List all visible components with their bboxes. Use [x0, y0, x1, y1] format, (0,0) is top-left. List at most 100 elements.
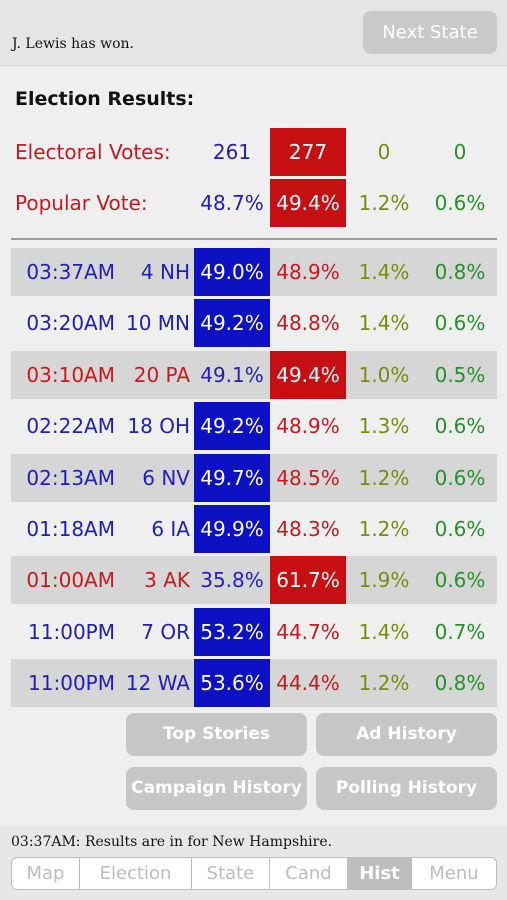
history-state-abbr: NH	[160, 260, 190, 284]
history-red-pct: 44.4%	[276, 671, 340, 695]
log-message: 03:37AM: Results are in for New Hampshir…	[11, 834, 333, 850]
history-fourth-pct: 0.6%	[434, 568, 486, 592]
history-third-pct: 1.4%	[358, 620, 410, 644]
history-state-abbr: AK	[163, 568, 190, 592]
history-electoral-votes: 4	[140, 260, 154, 284]
popular-blue-value: 48.7%	[200, 191, 264, 215]
history-red-pct: 48.9%	[276, 260, 340, 284]
history-time: 01:00AM	[26, 568, 115, 592]
electoral-votes-label: Electoral Votes:	[15, 140, 171, 164]
history-blue-pct: 49.2%	[194, 299, 270, 347]
history-state: 7 OR	[118, 608, 190, 656]
history-red-pct: 48.9%	[276, 414, 340, 438]
campaign-history-button[interactable]: Campaign History	[126, 767, 307, 810]
history-electoral-votes: 20	[133, 363, 160, 387]
history-fourth-pct: 0.5%	[434, 363, 486, 387]
history-state-abbr: NV	[161, 466, 190, 490]
history-fourth-pct: 0.6%	[434, 414, 486, 438]
history-fourth-pct: 0.7%	[434, 620, 486, 644]
history-fourth-pct: 0.6%	[434, 466, 486, 490]
popular-fourth-value: 0.6%	[434, 191, 486, 215]
history-fourth-pct: 0.8%	[434, 671, 486, 695]
history-blue-pct: 49.1%	[200, 363, 264, 387]
results-divider	[11, 238, 497, 240]
history-state: 6 NV	[118, 454, 190, 502]
history-third-pct: 1.9%	[358, 568, 410, 592]
electoral-blue-value: 261	[212, 140, 252, 164]
history-third-pct: 1.2%	[358, 517, 410, 541]
history-third-pct: 1.4%	[358, 260, 410, 284]
history-state-abbr: WA	[157, 671, 190, 695]
top-stories-button[interactable]: Top Stories	[126, 713, 307, 756]
history-fourth-pct: 0.8%	[434, 260, 486, 284]
history-electoral-votes: 3	[144, 568, 157, 592]
electoral-third-value: 0	[377, 140, 391, 164]
history-electoral-votes: 6	[142, 466, 155, 490]
history-state-abbr: MN	[157, 311, 190, 335]
history-time: 11:00PM	[28, 671, 115, 695]
history-state: 10 MN	[118, 299, 190, 347]
tab-menu[interactable]: Menu	[429, 863, 479, 884]
polling-history-button[interactable]: Polling History	[316, 767, 497, 810]
tab-state[interactable]: State	[192, 858, 270, 889]
history-time: 02:22AM	[26, 414, 115, 438]
history-state: 4 NH	[118, 248, 190, 296]
history-row	[11, 556, 497, 604]
history-state-abbr: IA	[170, 517, 190, 541]
history-state-abbr: OH	[159, 414, 190, 438]
results-title: Election Results:	[15, 88, 195, 110]
popular-red-value: 49.4%	[270, 179, 346, 227]
history-state: 20 PA	[118, 351, 190, 399]
next-state-button[interactable]: Next State	[363, 11, 497, 54]
tab-bar: Map Election State Cand Hist Menu	[11, 857, 497, 890]
history-red-pct: 61.7%	[270, 556, 346, 604]
tab-map[interactable]: Map	[12, 858, 80, 889]
history-blue-pct: 53.6%	[194, 659, 270, 707]
history-electoral-votes: 12	[125, 671, 152, 695]
popular-third-value: 1.2%	[358, 191, 410, 215]
history-electoral-votes: 6	[151, 517, 165, 541]
history-red-pct: 48.5%	[276, 466, 340, 490]
history-third-pct: 1.2%	[358, 466, 410, 490]
history-fourth-pct: 0.6%	[434, 517, 486, 541]
history-red-pct: 48.3%	[276, 517, 340, 541]
history-state: 18 OH	[118, 402, 190, 450]
tab-hist[interactable]: Hist	[348, 858, 412, 889]
history-state: 12 WA	[118, 659, 190, 707]
history-state: 6 IA	[118, 505, 190, 553]
history-time: 01:18AM	[26, 517, 115, 541]
history-electoral-votes: 18	[127, 414, 153, 438]
history-state: 3 AK	[118, 556, 190, 604]
history-fourth-pct: 0.6%	[434, 311, 486, 335]
history-row	[11, 351, 497, 399]
history-state-abbr: OR	[160, 620, 190, 644]
history-red-pct: 49.4%	[270, 351, 346, 399]
tab-election[interactable]: Election	[80, 858, 192, 889]
history-red-pct: 48.8%	[276, 311, 340, 335]
history-blue-pct: 35.8%	[200, 568, 264, 592]
electoral-red-value: 277	[270, 128, 346, 176]
history-blue-pct: 49.0%	[194, 248, 270, 296]
history-time: 03:37AM	[26, 260, 115, 284]
history-blue-pct: 49.7%	[194, 454, 270, 502]
history-time: 03:20AM	[26, 311, 115, 335]
history-electoral-votes: 7	[141, 620, 154, 644]
history-red-pct: 44.7%	[276, 620, 340, 644]
tab-cand[interactable]: Cand	[270, 858, 348, 889]
history-blue-pct: 49.9%	[194, 505, 270, 553]
history-blue-pct: 53.2%	[194, 608, 270, 656]
history-electoral-votes: 10	[125, 311, 152, 335]
history-third-pct: 1.3%	[358, 414, 410, 438]
electoral-fourth-value: 0	[453, 140, 467, 164]
history-time: 03:10AM	[26, 363, 115, 387]
history-time: 02:13AM	[26, 466, 115, 490]
history-blue-pct: 49.2%	[194, 402, 270, 450]
history-time: 11:00PM	[28, 620, 115, 644]
history-state-abbr: PA	[165, 363, 190, 387]
status-message: J. Lewis has won.	[12, 36, 134, 52]
history-third-pct: 1.2%	[358, 671, 410, 695]
ad-history-button[interactable]: Ad History	[316, 713, 497, 756]
history-third-pct: 1.4%	[358, 311, 410, 335]
popular-vote-label: Popular Vote:	[15, 191, 148, 215]
history-third-pct: 1.0%	[358, 363, 410, 387]
